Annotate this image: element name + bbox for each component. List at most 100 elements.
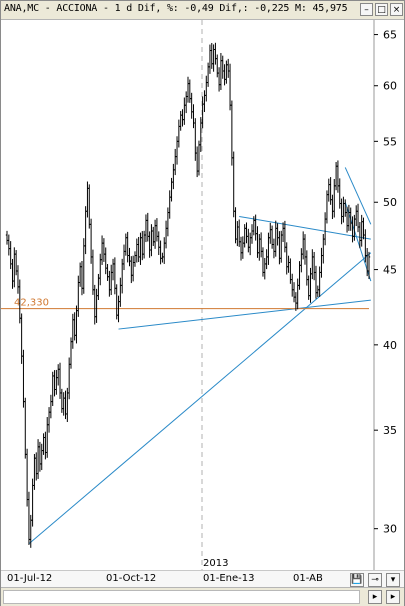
- candle: [67, 357, 71, 400]
- candle: [210, 42, 213, 69]
- candle: [223, 64, 226, 86]
- candle: [296, 278, 299, 310]
- candle: [301, 231, 305, 260]
- window-title: ANA,MC - ACCIONA - 1 d Dif, %: -0,49 Dif…: [4, 3, 348, 14]
- candle: [128, 247, 131, 267]
- candle: [278, 231, 281, 265]
- candle: [269, 222, 272, 244]
- support-trendline-lower: [118, 299, 371, 330]
- candle: [80, 260, 84, 296]
- candle: [281, 222, 285, 242]
- scroll-end-icon[interactable]: ▸: [386, 590, 400, 604]
- candle: [265, 249, 268, 270]
- title-bar[interactable]: ANA,MC - ACCIONA - 1 d Dif, %: -0,49 Dif…: [1, 1, 404, 20]
- price-chart[interactable]: 30 35 40 45 50 55 60 65 2013 42,330: [1, 20, 404, 570]
- candle: [157, 231, 160, 256]
- horizontal-scrollbar[interactable]: [3, 590, 360, 604]
- line-tool-icon[interactable]: ⊸: [368, 573, 382, 587]
- y-tick-label: 35: [383, 424, 397, 437]
- candle: [75, 305, 78, 344]
- status-bar: ▸ ▸: [1, 587, 404, 606]
- y-tick-label: 40: [383, 339, 397, 352]
- x-tick-label-ene: 01-Ene-13: [203, 573, 255, 584]
- candle: [236, 221, 239, 247]
- candle: [166, 207, 170, 237]
- dropdown-icon[interactable]: ▾: [386, 573, 400, 587]
- candle: [175, 136, 179, 165]
- candle: [62, 392, 65, 416]
- candle: [316, 285, 320, 297]
- candle: [25, 448, 29, 507]
- candle: [155, 218, 159, 242]
- candle: [148, 231, 151, 258]
- candle: [104, 247, 107, 275]
- save-icon[interactable]: 💾: [350, 573, 364, 587]
- x-tick-label-oct: 01-Oct-12: [106, 573, 157, 584]
- candle: [303, 234, 307, 265]
- candle: [164, 220, 168, 249]
- candle: [38, 441, 42, 472]
- candle: [216, 54, 219, 78]
- candle: [250, 224, 254, 244]
- candle: [42, 433, 45, 455]
- candle: [314, 265, 318, 299]
- candle: [168, 190, 171, 219]
- candle: [73, 312, 76, 341]
- candle: [239, 236, 243, 261]
- candle: [36, 439, 40, 479]
- candle: [183, 97, 186, 125]
- candle: [135, 238, 139, 263]
- candle: [55, 369, 58, 395]
- maximize-button[interactable]: □: [375, 3, 388, 16]
- x-tick-label-ab: 01-AB: [293, 573, 323, 584]
- candle: [320, 247, 323, 278]
- candle: [362, 217, 365, 240]
- candle: [206, 62, 210, 87]
- candle: [195, 146, 199, 178]
- candle: [360, 214, 363, 247]
- candle: [174, 148, 177, 176]
- wedge-lower-trendline: [344, 202, 372, 282]
- candle: [276, 223, 279, 246]
- candle: [131, 255, 135, 282]
- level-label: 42,330: [14, 298, 49, 309]
- candle: [126, 231, 129, 263]
- candle: [190, 92, 193, 119]
- candle: [53, 370, 56, 397]
- support-trendline-long: [28, 252, 372, 545]
- candle: [111, 258, 115, 281]
- candle: [172, 163, 175, 190]
- candle: [205, 75, 208, 102]
- candle: [130, 256, 133, 284]
- candle: [35, 452, 38, 481]
- candle: [228, 63, 232, 111]
- candle: [270, 225, 274, 249]
- candle: [100, 235, 104, 265]
- candle: [150, 224, 153, 257]
- candle: [95, 288, 98, 323]
- minimize-button[interactable]: –: [360, 3, 373, 16]
- candle: [102, 238, 106, 262]
- candle: [219, 52, 223, 90]
- candle: [13, 247, 16, 288]
- candle: [285, 242, 288, 275]
- candle: [214, 42, 217, 65]
- candle: [237, 219, 241, 247]
- candle: [82, 238, 85, 294]
- candle: [137, 236, 140, 263]
- candle: [212, 44, 215, 72]
- candle: [49, 394, 53, 419]
- candle: [241, 236, 245, 259]
- candle: [294, 292, 298, 311]
- close-button[interactable]: ×: [390, 3, 403, 16]
- chart-area[interactable]: 30 35 40 45 50 55 60 65 2013 42,330: [1, 20, 404, 570]
- candle: [318, 266, 321, 297]
- candle: [119, 277, 122, 307]
- candle: [24, 397, 27, 459]
- candle: [133, 251, 137, 267]
- scroll-right-icon[interactable]: ▸: [368, 590, 382, 604]
- candle: [259, 232, 263, 258]
- candle: [245, 222, 248, 244]
- y-tick-label: 65: [383, 29, 397, 42]
